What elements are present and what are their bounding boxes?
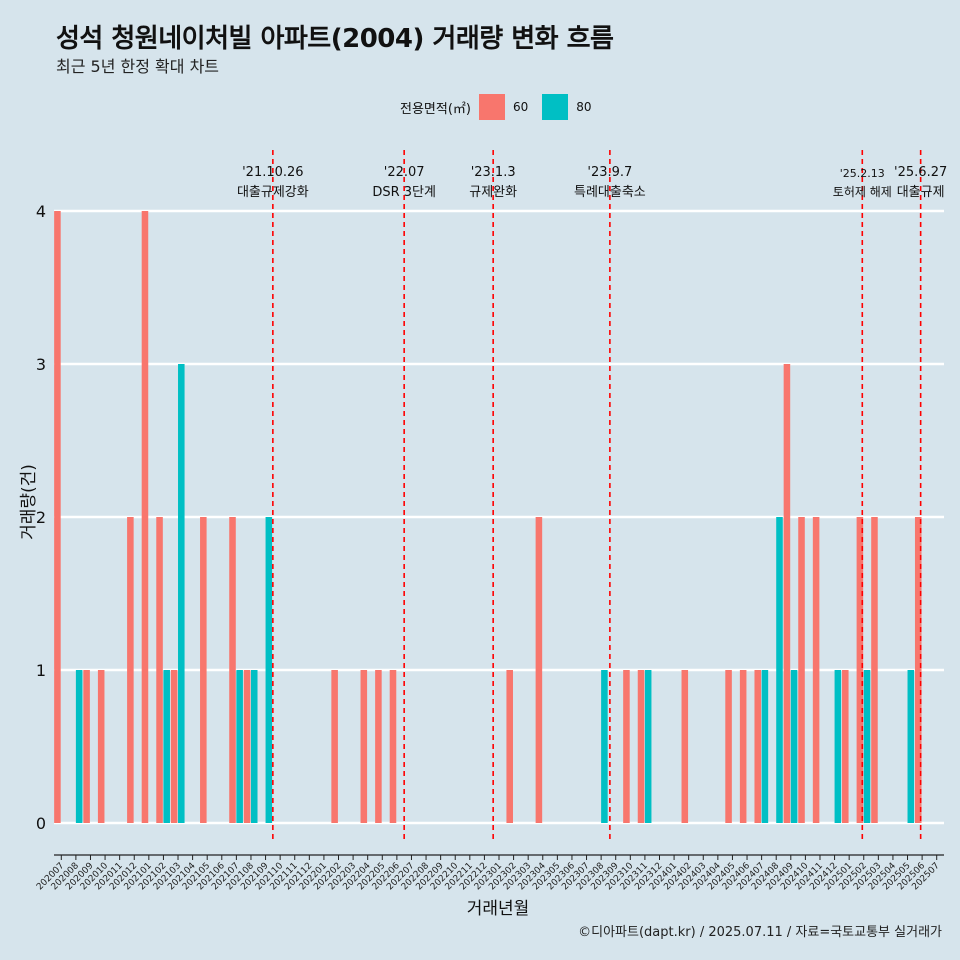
event-date-label: '23.1.3 bbox=[471, 165, 516, 180]
chart-subtitle: 최근 5년 한정 확대 차트 bbox=[56, 57, 220, 76]
bar-80-202412 bbox=[834, 670, 842, 823]
bar-60-202405 bbox=[725, 670, 732, 823]
legend-title: 전용면적(㎡) bbox=[400, 101, 471, 117]
event-date-label: '25.6.27 bbox=[894, 165, 947, 180]
y-tick-label: 1 bbox=[36, 661, 46, 680]
event-date-label: '23.9.7 bbox=[587, 165, 632, 180]
bar-60-202103 bbox=[170, 670, 178, 823]
bar-60-202204 bbox=[360, 670, 368, 823]
bar-60-202107 bbox=[229, 517, 236, 823]
bar-80-202407 bbox=[761, 670, 769, 823]
grid-lines bbox=[54, 209, 944, 825]
bar-80-202408 bbox=[776, 517, 783, 823]
bar-60-202105 bbox=[200, 517, 207, 823]
x-axis: 2020072020082020092020102020112020122021… bbox=[35, 854, 944, 892]
bar-60-202402 bbox=[681, 670, 689, 823]
y-tick-label: 4 bbox=[36, 202, 46, 221]
event-date-label: '22.07 bbox=[384, 165, 425, 180]
bar-60-202410 bbox=[798, 517, 805, 823]
legend-label-60: 60 bbox=[512, 100, 529, 114]
bar-60-202501 bbox=[842, 670, 849, 823]
bars bbox=[54, 211, 922, 823]
chart-title: 성석 청원네이처빌 아파트(2004) 거래량 변화 흐름 bbox=[56, 24, 614, 54]
bar-60-202310 bbox=[623, 670, 630, 823]
legend-key-60 bbox=[478, 94, 505, 120]
event-name-label: DSR 3단계 bbox=[372, 185, 436, 200]
event-lines: '21.10.26 대출규제강화 '22.07 DSR 3단계 '23.1.3 규제완화 '… bbox=[237, 150, 947, 842]
bar-60-202304 bbox=[535, 517, 543, 823]
bar-80-202008 bbox=[75, 670, 83, 823]
bar-60-202101 bbox=[141, 211, 149, 823]
bar-80-202505 bbox=[907, 670, 915, 823]
legend-label-80: 80 bbox=[576, 100, 592, 114]
event-name-label: 대출규제 bbox=[897, 185, 945, 200]
bar-60-202010 bbox=[97, 670, 105, 823]
event-date-label: '25.2.13 bbox=[840, 167, 885, 180]
bar-80-202107 bbox=[236, 670, 243, 823]
bar-60-202102 bbox=[156, 517, 163, 823]
y-tick-label: 2 bbox=[36, 508, 46, 527]
bar-80-202108 bbox=[250, 670, 258, 823]
bar-60-202411 bbox=[812, 517, 820, 823]
bar-80-202409 bbox=[790, 670, 798, 823]
event-name-label: 대출규제강화 bbox=[237, 185, 309, 200]
bar-60-202302 bbox=[506, 670, 513, 823]
bar-60-202012 bbox=[127, 517, 134, 823]
y-tick-label: 3 bbox=[36, 355, 46, 374]
event-name-label: 특례대출축소 bbox=[574, 185, 646, 200]
bar-60-202506 bbox=[914, 517, 922, 823]
bar-60-202311 bbox=[637, 670, 645, 823]
y-axis: 0 1 2 3 4 bbox=[36, 202, 46, 833]
event-date-label: '21.10.26 bbox=[242, 165, 303, 180]
bar-60-202206 bbox=[389, 670, 397, 823]
event-name-label: 규제완화 bbox=[469, 185, 517, 200]
bar-80-202308 bbox=[601, 670, 608, 823]
legend: 전용면적(㎡) 60 80 bbox=[400, 94, 592, 120]
bar-60-202205 bbox=[375, 670, 382, 823]
bar-80-202311 bbox=[644, 670, 652, 823]
bar-60-202407 bbox=[754, 670, 762, 823]
caption: ©디아파트(dapt.kr) / 2025.07.11 / 자료=국토교통부 실… bbox=[578, 925, 942, 940]
bar-80-202102 bbox=[163, 670, 170, 823]
bar-60-202503 bbox=[871, 517, 878, 823]
bar-80-202109 bbox=[265, 517, 273, 823]
bar-60-202202 bbox=[331, 670, 338, 823]
bar-60-202009 bbox=[83, 670, 90, 823]
bar-60-202007 bbox=[54, 211, 61, 823]
bar-80-202502 bbox=[863, 670, 871, 823]
event-name-label: 토허제 해제 bbox=[833, 185, 892, 199]
bar-60-202502 bbox=[856, 517, 864, 823]
bar-80-202103 bbox=[178, 364, 185, 823]
legend-key-80 bbox=[542, 94, 569, 120]
bar-60-202406 bbox=[739, 670, 747, 823]
y-axis-label: 거래량(건) bbox=[19, 464, 39, 540]
x-axis-label: 거래년월 bbox=[467, 899, 530, 919]
bar-60-202409 bbox=[783, 364, 791, 823]
bar-60-202108 bbox=[243, 670, 251, 823]
y-tick-label: 0 bbox=[36, 814, 46, 833]
